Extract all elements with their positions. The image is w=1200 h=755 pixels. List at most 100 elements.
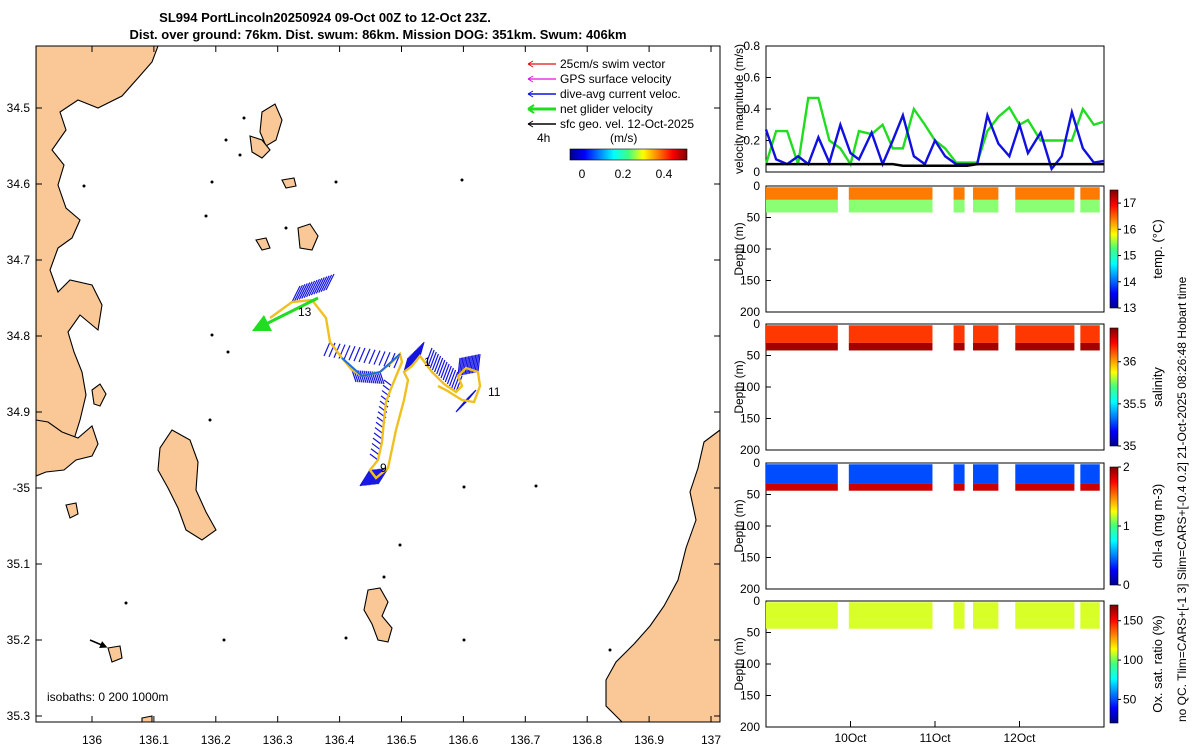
current-vector [367,468,379,486]
colorbar-speed-title: (m/s) [610,131,637,145]
current-vector [315,277,325,294]
colorbar-tick-label: 150 [1123,614,1143,628]
current-vector [407,353,414,368]
depth-ytick-label: 200 [740,582,760,596]
colorbar-tick-label: 50 [1123,692,1137,706]
velocity-ylabel: velocity magnitude (m/s) [732,44,746,174]
heatmap-upper-layer [1080,325,1100,343]
heatmap-upper-layer [848,325,933,343]
current-vector [404,356,410,372]
current-vector [325,273,335,291]
current-vector [405,355,411,370]
depth-ytick-label: 150 [740,412,760,426]
depth-ytick-label: 0 [753,456,760,470]
colorbar-tick-label: 36 [1123,355,1137,369]
heatmap-upper-layer [973,464,999,484]
current-vector [475,354,480,373]
current-vector [303,281,313,298]
lon-tick-label: 136.7 [510,733,540,747]
current-vector [373,432,383,440]
heatmap-upper-layer [953,325,965,343]
heatmap-upper-layer [848,464,933,484]
heatmap-lower-layer [973,342,999,351]
lon-tick-label: 136.2 [201,733,231,747]
depth-ytick-label: 200 [740,305,760,319]
current-vector [412,348,418,364]
current-vector [444,365,452,383]
current-vector [413,347,419,362]
depth-ytick-label: 200 [740,443,760,457]
current-vector [438,359,446,377]
mainland-southeast [605,429,720,722]
heatmap-upper-layer [953,464,965,484]
island-small-e [255,237,271,251]
colorbar-vertical [1109,604,1119,724]
colorbar-tick-label: 16 [1123,222,1137,236]
lat-tick-label: 34.8 [7,329,31,343]
depth-ytick-label: 50 [747,488,761,502]
lat-tick-label: 34.9 [7,405,31,419]
waypoint-label-9: 9 [380,461,387,475]
current-vector [343,345,351,360]
depth-ylabel: Depth (m) [732,637,746,690]
current-vector [436,357,444,375]
velocity-plot-area [765,45,1105,173]
depth-ytick-label: 50 [747,349,761,363]
side-annotation: no QC. Tlim=CARS+[-1 3] Slim=CARS+[-0.4 … [1175,276,1189,722]
map-scattered-islets [82,116,612,652]
current-vector [328,342,336,358]
current-vector [451,371,459,389]
heatmap-upper-layer [1080,464,1100,484]
current-vector [406,354,413,369]
heatmap-lower-layer [766,483,838,491]
current-vector [323,341,331,357]
net-glider-velocity-arrow [251,296,319,332]
heatmap-lower-layer [848,199,933,213]
current-vector [409,352,415,367]
heatmap-lower-layer [848,619,933,629]
current-vector [465,356,470,375]
lon-tick-label: 136.4 [325,733,355,747]
heatmap-lower-layer [766,342,838,351]
colorbar-tick-label: 100 [1123,653,1143,667]
time-tick-label: 12Oct [1003,731,1036,745]
chart-title-line2: Dist. over ground: 76km. Dist. swum: 86k… [129,27,626,42]
island-small-a [259,103,283,147]
lon-tick-label: 136.1 [139,733,169,747]
colorbar-label: Ox. sat. ratio (%) [1150,615,1165,713]
depth-ytick-label: 200 [740,720,760,734]
heatmap-lower-layer [848,342,933,351]
heatmap-lower-layer [848,483,933,491]
heatmap-lower-layer [953,483,965,491]
current-vector [379,371,385,385]
velocity-ytick-label: 0 [753,165,760,179]
map-lon-axis: 136 136.1 136.2 136.3 136.4 136.5 136.6 136.7 13… [82,46,721,747]
depth-ytick-label: 150 [740,551,760,565]
heatmap-upper-layer [1080,187,1100,200]
current-vector [455,399,467,413]
heatmap-upper-layer [1015,187,1075,200]
heatmap-lower-layer [1015,483,1075,491]
peninsula-west [36,46,159,453]
current-vector [369,453,379,461]
colorbar-tick-label: 17 [1123,196,1137,210]
depth-ytick-label: 100 [740,657,760,671]
current-vector [468,355,473,374]
heatmap-upper-layer [848,602,933,620]
depth-ylabel: Depth (m) [732,499,746,552]
current-vector [310,278,320,296]
heatmap-upper-layer [1080,602,1100,620]
current-vector [358,347,366,363]
colorbar-speed-tick-1: 0.2 [615,167,632,181]
current-vector [427,349,435,367]
colorbar-vertical [1109,189,1119,309]
map-frame [35,45,721,723]
heatmap-upper-layer [766,187,838,200]
depth-ytick-label: 0 [753,594,760,608]
lat-tick-label: 35.2 [7,633,31,647]
colorbar-tick-label: 35 [1123,439,1137,453]
current-vector [429,351,437,369]
island-small-f [91,383,107,407]
colorbar-label: chl-a (mg m-3) [1150,484,1165,569]
